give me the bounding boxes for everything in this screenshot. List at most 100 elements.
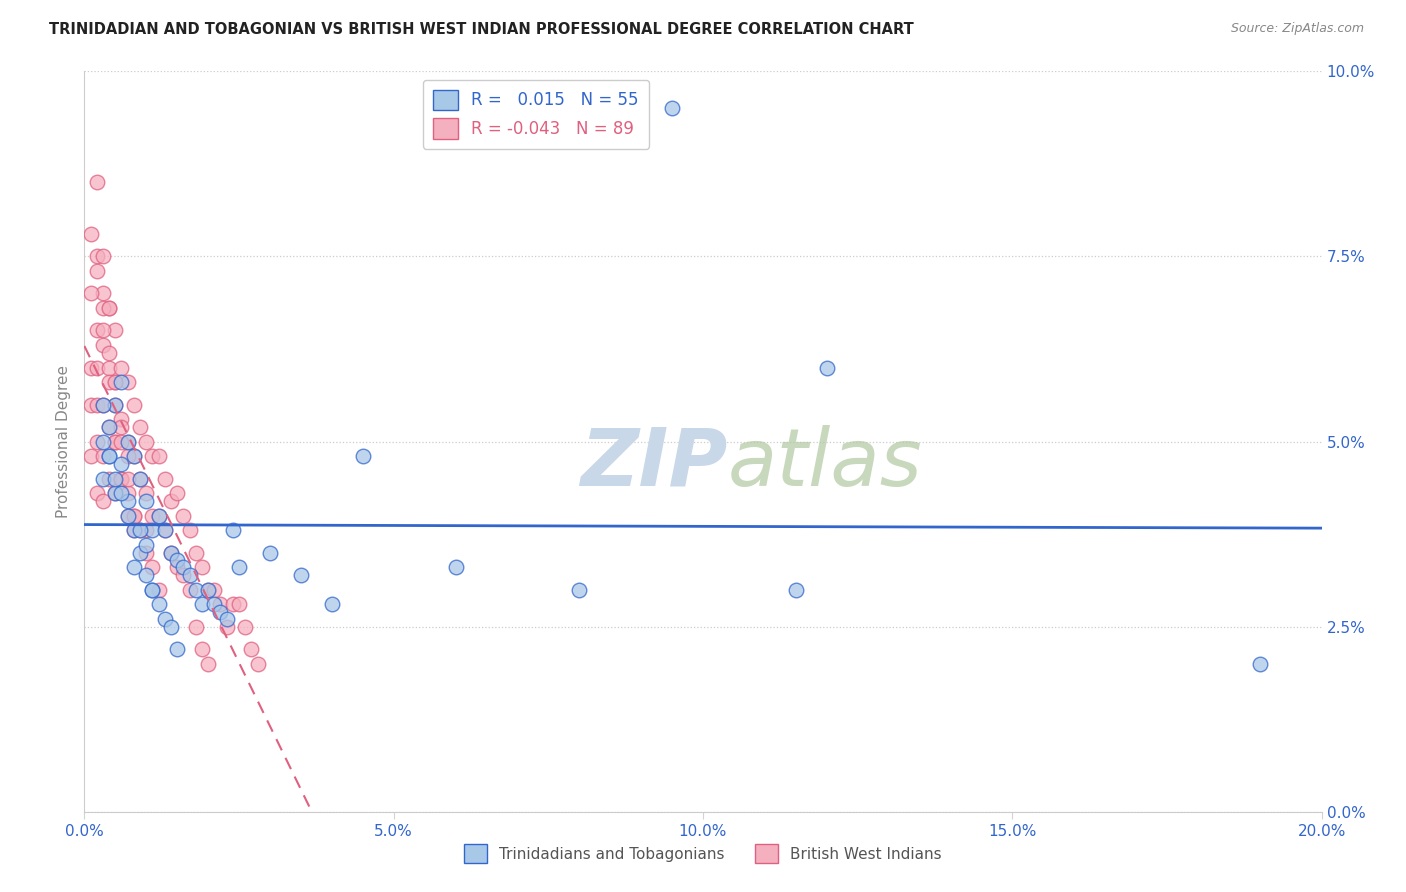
- Point: [141, 524, 163, 538]
- Point: [153, 524, 176, 538]
- Point: [259, 545, 281, 560]
- Point: [321, 598, 343, 612]
- Point: [117, 472, 139, 486]
- Point: [79, 227, 101, 242]
- Point: [98, 301, 121, 316]
- Point: [141, 582, 163, 597]
- Point: [148, 508, 170, 523]
- Point: [98, 419, 121, 434]
- Point: [141, 450, 163, 464]
- Text: Source: ZipAtlas.com: Source: ZipAtlas.com: [1230, 22, 1364, 36]
- Point: [98, 419, 121, 434]
- Point: [104, 376, 127, 390]
- Point: [290, 567, 312, 582]
- Point: [166, 641, 188, 656]
- Point: [98, 450, 121, 464]
- Text: ZIP: ZIP: [581, 425, 728, 503]
- Point: [160, 619, 183, 633]
- Point: [160, 493, 183, 508]
- Point: [98, 360, 121, 375]
- Point: [117, 486, 139, 500]
- Point: [148, 508, 170, 523]
- Point: [117, 376, 139, 390]
- Point: [135, 434, 157, 449]
- Point: [197, 582, 219, 597]
- Point: [166, 560, 188, 574]
- Point: [91, 398, 114, 412]
- Point: [352, 450, 374, 464]
- Point: [172, 567, 194, 582]
- Point: [246, 657, 269, 671]
- Point: [209, 598, 232, 612]
- Point: [202, 582, 225, 597]
- Point: [117, 508, 139, 523]
- Point: [104, 398, 127, 412]
- Point: [91, 472, 114, 486]
- Point: [91, 434, 114, 449]
- Point: [86, 486, 108, 500]
- Point: [222, 524, 245, 538]
- Point: [86, 324, 108, 338]
- Point: [79, 286, 101, 301]
- Point: [91, 493, 114, 508]
- Point: [172, 560, 194, 574]
- Text: atlas: atlas: [728, 425, 922, 503]
- Point: [444, 560, 467, 574]
- Point: [117, 493, 139, 508]
- Point: [110, 419, 132, 434]
- Point: [179, 582, 201, 597]
- Point: [86, 360, 108, 375]
- Point: [110, 360, 132, 375]
- Point: [148, 598, 170, 612]
- Point: [110, 486, 132, 500]
- Point: [104, 398, 127, 412]
- Point: [122, 524, 145, 538]
- Point: [228, 598, 250, 612]
- Point: [98, 345, 121, 359]
- Point: [122, 560, 145, 574]
- Point: [166, 553, 188, 567]
- Point: [202, 598, 225, 612]
- Point: [104, 472, 127, 486]
- Point: [122, 450, 145, 464]
- Point: [135, 493, 157, 508]
- Point: [191, 641, 214, 656]
- Point: [91, 450, 114, 464]
- Point: [135, 567, 157, 582]
- Point: [209, 605, 232, 619]
- Point: [160, 545, 183, 560]
- Point: [184, 619, 207, 633]
- Point: [148, 450, 170, 464]
- Point: [153, 612, 176, 626]
- Point: [91, 338, 114, 352]
- Point: [98, 301, 121, 316]
- Point: [79, 360, 101, 375]
- Point: [110, 472, 132, 486]
- Point: [91, 250, 114, 264]
- Point: [104, 486, 127, 500]
- Point: [815, 360, 838, 375]
- Point: [240, 641, 263, 656]
- Point: [153, 472, 176, 486]
- Point: [135, 545, 157, 560]
- Point: [104, 376, 127, 390]
- Point: [129, 472, 152, 486]
- Point: [98, 450, 121, 464]
- Point: [122, 450, 145, 464]
- Point: [122, 508, 145, 523]
- Point: [1249, 657, 1271, 671]
- Point: [228, 560, 250, 574]
- Point: [197, 657, 219, 671]
- Point: [135, 524, 157, 538]
- Point: [222, 598, 245, 612]
- Point: [86, 398, 108, 412]
- Point: [122, 508, 145, 523]
- Point: [233, 619, 256, 633]
- Point: [110, 472, 132, 486]
- Point: [215, 612, 238, 626]
- Point: [135, 538, 157, 552]
- Point: [110, 434, 132, 449]
- Point: [129, 545, 152, 560]
- Y-axis label: Professional Degree: Professional Degree: [56, 365, 72, 518]
- Point: [110, 376, 132, 390]
